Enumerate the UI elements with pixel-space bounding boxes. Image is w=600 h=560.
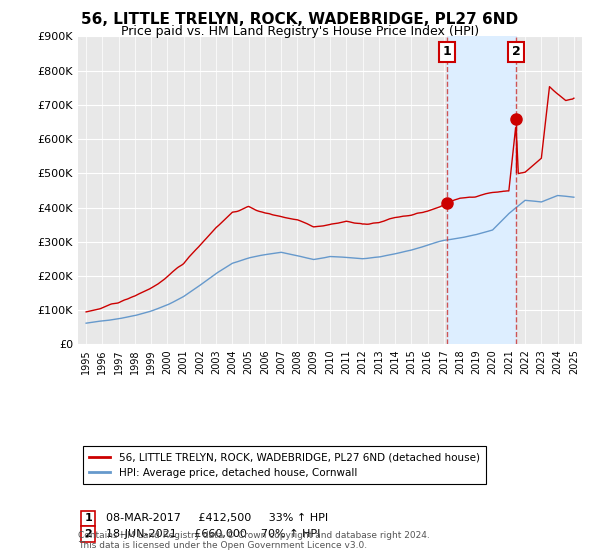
Text: 2: 2 <box>84 529 92 539</box>
Text: 18-JUN-2021     £660,000    70% ↑ HPI: 18-JUN-2021 £660,000 70% ↑ HPI <box>106 529 320 539</box>
Text: Contains HM Land Registry data © Crown copyright and database right 2024.
This d: Contains HM Land Registry data © Crown c… <box>78 530 430 550</box>
Text: 56, LITTLE TRELYN, ROCK, WADEBRIDGE, PL27 6ND: 56, LITTLE TRELYN, ROCK, WADEBRIDGE, PL2… <box>82 12 518 27</box>
Text: 1: 1 <box>442 45 451 58</box>
Text: 1: 1 <box>84 514 92 524</box>
Text: 2: 2 <box>512 45 521 58</box>
Legend: 56, LITTLE TRELYN, ROCK, WADEBRIDGE, PL27 6ND (detached house), HPI: Average pri: 56, LITTLE TRELYN, ROCK, WADEBRIDGE, PL2… <box>83 446 486 484</box>
Text: Price paid vs. HM Land Registry's House Price Index (HPI): Price paid vs. HM Land Registry's House … <box>121 25 479 38</box>
Bar <box>447 36 517 344</box>
Text: 08-MAR-2017     £412,500     33% ↑ HPI: 08-MAR-2017 £412,500 33% ↑ HPI <box>106 514 328 524</box>
